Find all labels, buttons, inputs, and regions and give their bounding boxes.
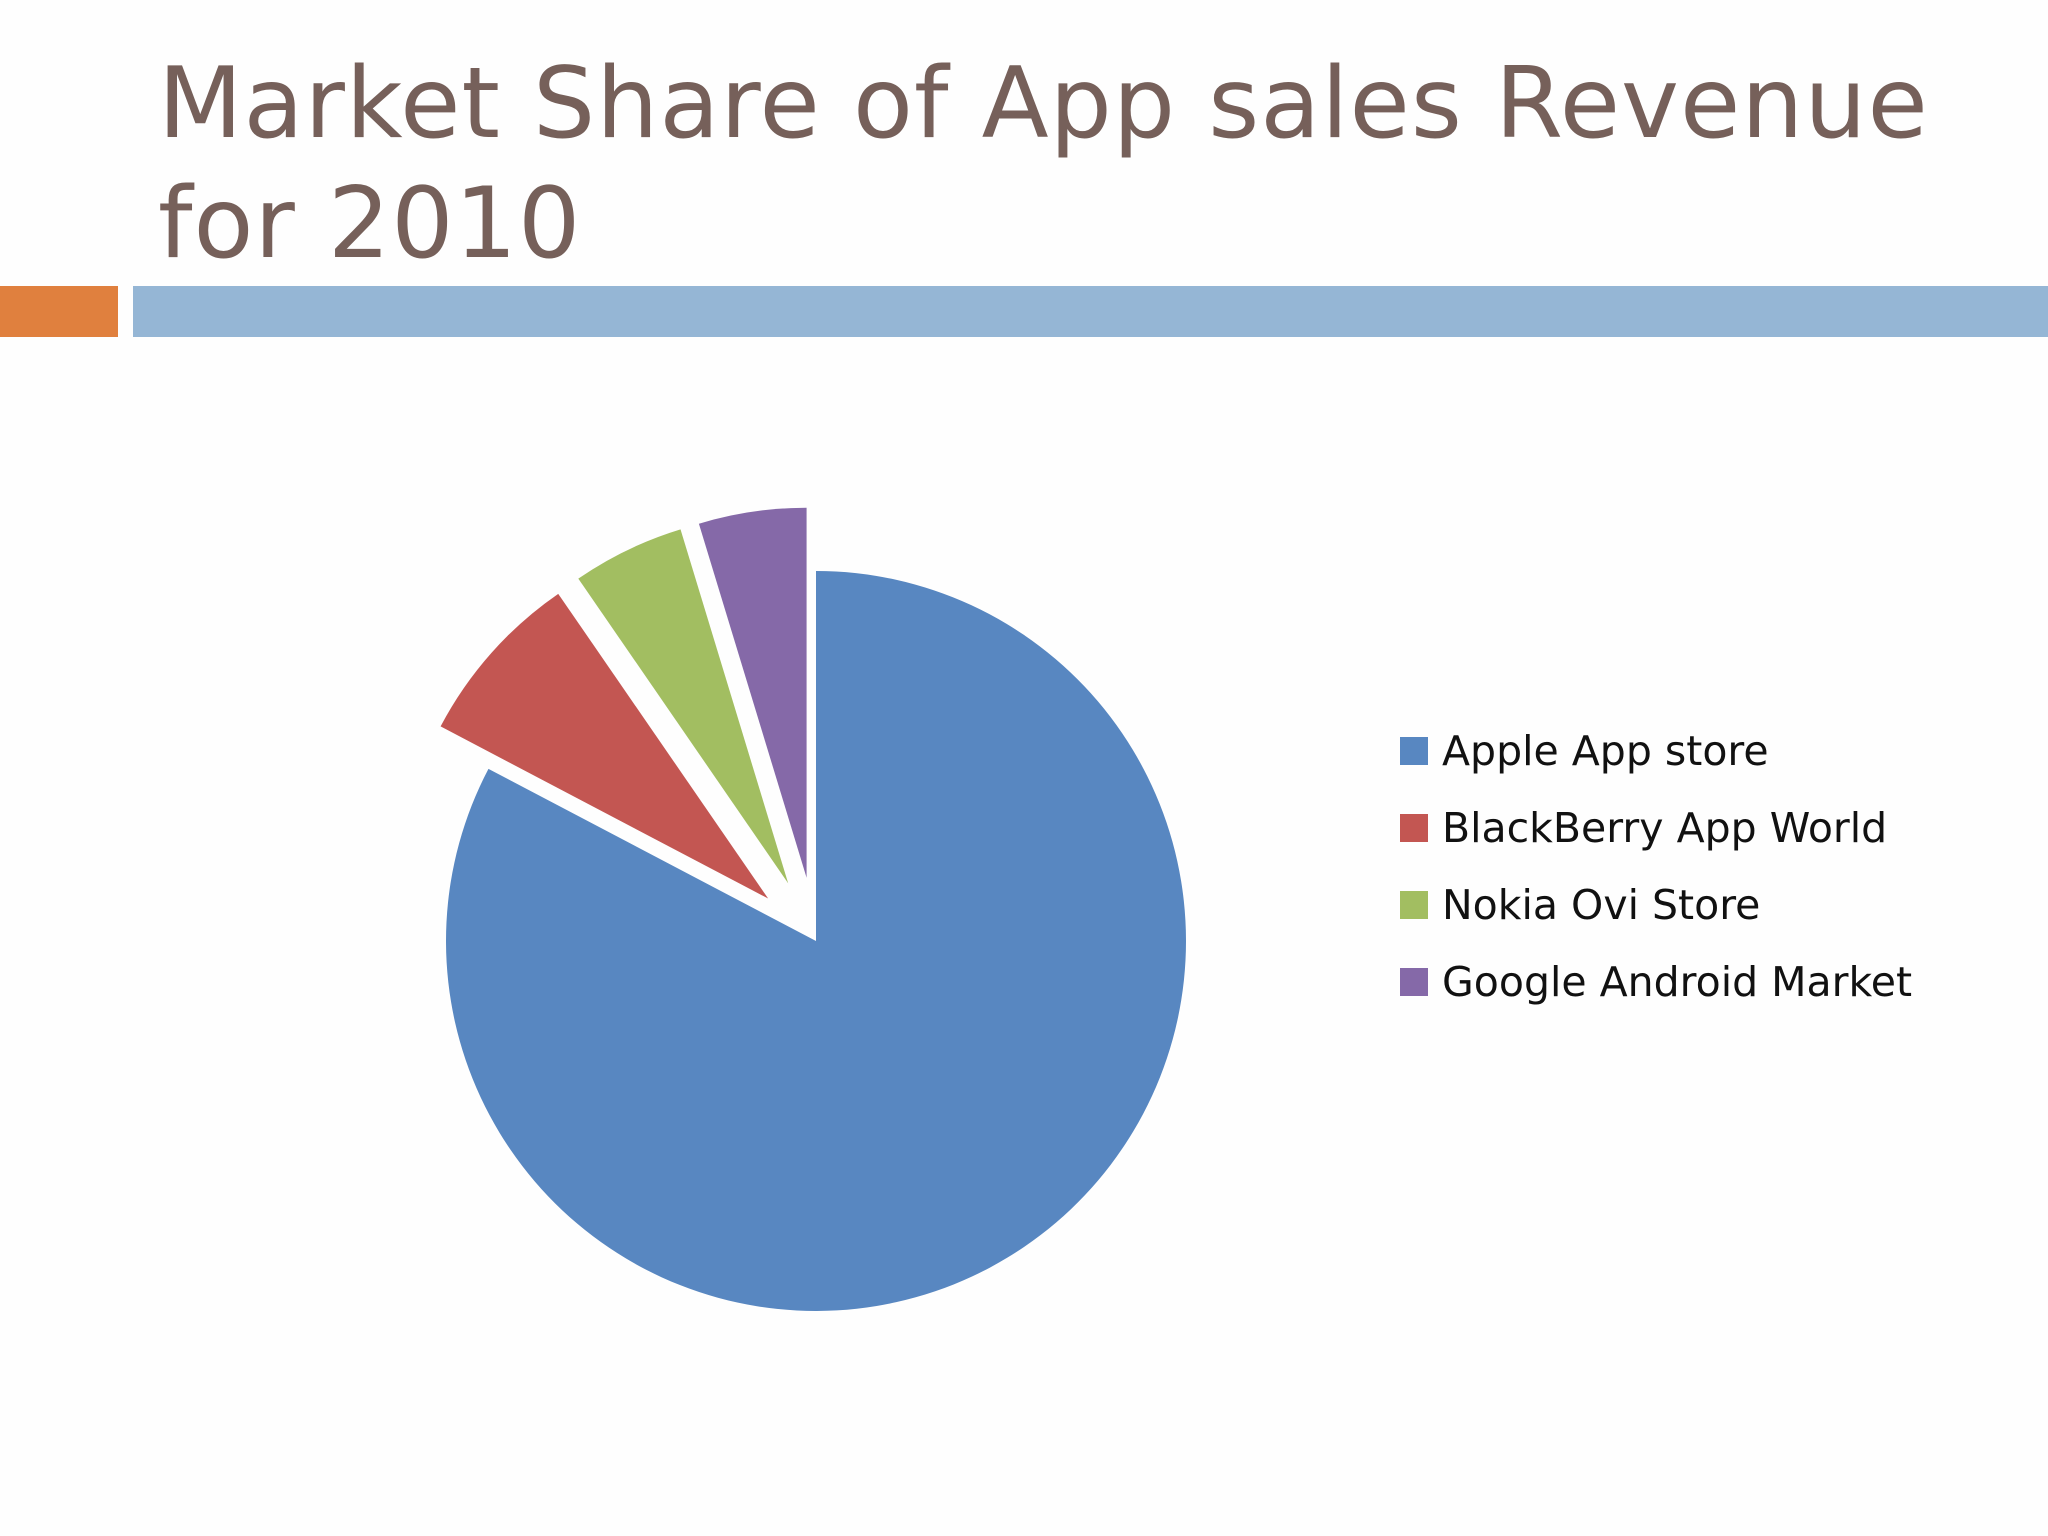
legend-swatch xyxy=(1400,890,1428,919)
accent-bar-orange xyxy=(0,286,118,337)
legend-label: Apple App store xyxy=(1442,726,1769,775)
legend-label: BlackBerry App World xyxy=(1442,803,1888,852)
legend-label: Google Android Market xyxy=(1442,957,1913,1006)
legend-swatch xyxy=(1400,967,1428,996)
legend-swatch xyxy=(1400,736,1428,765)
pie-slice-apple-app-store xyxy=(446,571,1186,1312)
chart-legend: Apple App store BlackBerry App World Nokia… xyxy=(1400,712,1912,1020)
pie-slice-nokia-ovi-store xyxy=(578,529,789,884)
legend-item-google-android-market: Google Android Market xyxy=(1400,943,1912,1020)
legend-swatch xyxy=(1400,813,1428,842)
legend-item-apple-app-store: Apple App store xyxy=(1400,712,1912,789)
accent-bar-blue xyxy=(133,286,2048,337)
pie-chart xyxy=(440,507,1186,1312)
legend-label: Nokia Ovi Store xyxy=(1442,880,1761,929)
pie-slice-blackberry-app-world xyxy=(440,593,769,899)
slide-title: Market Share of App sales Revenue for 20… xyxy=(158,47,1929,281)
legend-item-nokia-ovi-store: Nokia Ovi Store xyxy=(1400,866,1912,943)
legend-item-blackberry-app-world: BlackBerry App World xyxy=(1400,789,1912,866)
pie-slice-google-android-market xyxy=(698,507,807,878)
